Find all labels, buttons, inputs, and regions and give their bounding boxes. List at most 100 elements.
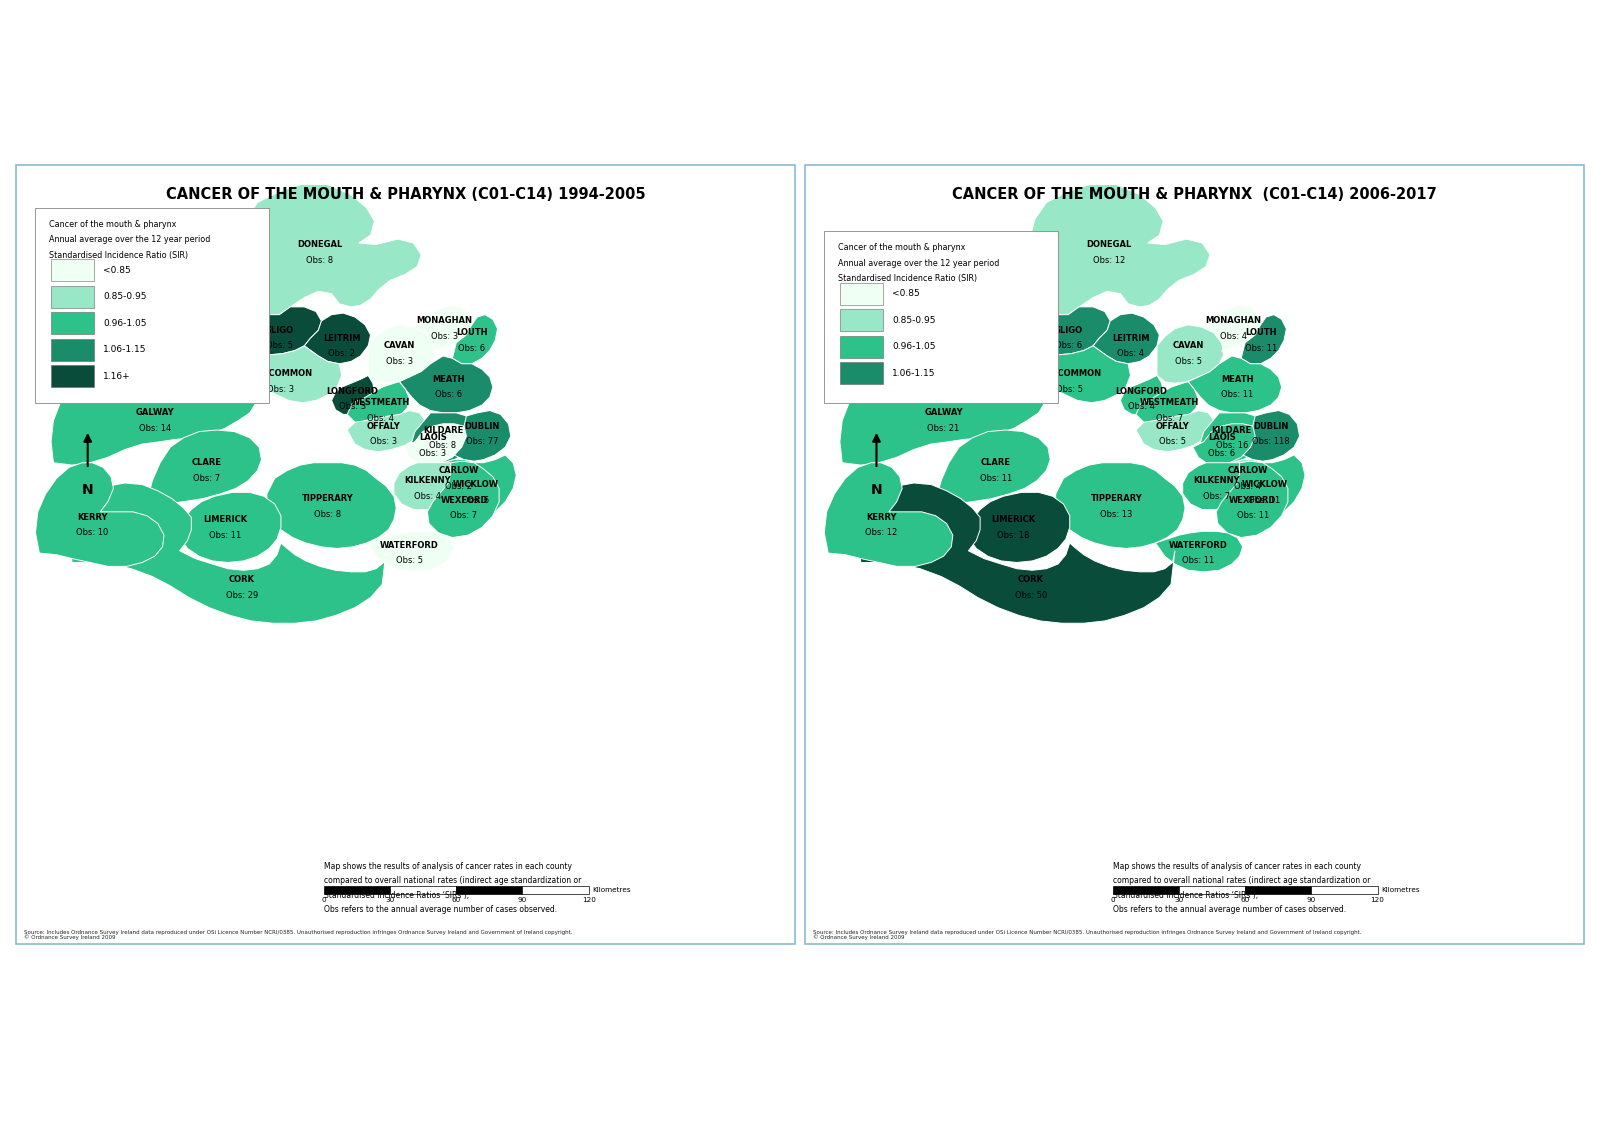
Bar [51,366,94,387]
Polygon shape [1189,355,1282,413]
Text: Obs: 12: Obs: 12 [920,354,952,363]
Text: 30: 30 [386,897,395,902]
Polygon shape [840,376,1046,465]
Polygon shape [227,185,421,315]
Text: LOUTH: LOUTH [456,328,488,337]
Polygon shape [179,492,282,563]
Text: 1.06-1.15: 1.06-1.15 [893,369,936,378]
Text: CAVAN: CAVAN [1173,342,1203,351]
Polygon shape [1120,376,1163,414]
Text: Obs: 5: Obs: 5 [395,557,422,565]
Text: Kilometres: Kilometres [1381,886,1421,893]
Text: MEATH: MEATH [1221,375,1253,384]
Text: Obs: 13: Obs: 13 [1101,509,1133,518]
Text: Obs: 11: Obs: 11 [979,474,1011,483]
Polygon shape [1056,463,1186,548]
Text: SLIGO: SLIGO [266,326,293,335]
Text: Annual average over the 12 year period: Annual average over the 12 year period [837,258,998,267]
Text: Obs: 4: Obs: 4 [1219,332,1246,341]
Polygon shape [1194,423,1254,465]
Text: WEXFORD: WEXFORD [1229,496,1277,505]
Text: LIMERICK: LIMERICK [203,515,246,524]
Text: N: N [870,483,882,497]
Text: CARLOW: CARLOW [1227,466,1267,475]
Text: DUBLIN: DUBLIN [464,421,499,430]
Text: CORK: CORK [229,575,254,584]
Text: TIPPERARY: TIPPERARY [1091,494,1142,503]
Bar [390,886,456,893]
Text: Obs: 4: Obs: 4 [1234,481,1261,490]
Text: 0.85-0.95: 0.85-0.95 [893,316,936,325]
Polygon shape [1200,413,1266,463]
Text: Obs: 16: Obs: 16 [1216,441,1248,451]
Text: LAOIS: LAOIS [1208,434,1235,443]
Text: Obs: 3: Obs: 3 [419,449,446,457]
Bar [523,886,589,893]
Text: Obs: 8: Obs: 8 [306,256,333,265]
Polygon shape [1243,411,1299,461]
Text: GALWAY: GALWAY [925,409,963,418]
FancyBboxPatch shape [824,231,1058,403]
Polygon shape [405,423,466,465]
Polygon shape [453,315,498,363]
Text: Obs: 11: Obs: 11 [1221,391,1253,400]
Text: Obs: 6: Obs: 6 [1054,342,1082,351]
Text: 120: 120 [582,897,595,902]
Text: 1.06-1.15: 1.06-1.15 [104,345,147,354]
Text: Obs refers to the annual average number of cases observed.: Obs refers to the annual average number … [1112,904,1346,914]
Text: KILDARE: KILDARE [1211,426,1251,435]
Polygon shape [368,325,435,384]
Bar [51,338,94,361]
Polygon shape [69,483,386,624]
Text: ROSCOMMON: ROSCOMMON [1038,369,1101,378]
Text: Obs: 29: Obs: 29 [226,591,258,600]
Text: WATERFORD: WATERFORD [1170,541,1227,550]
Text: © Ordnance Survey Ireland 2009: © Ordnance Survey Ireland 2009 [813,935,904,941]
Text: Obs: 3: Obs: 3 [430,332,458,341]
Text: Obs: 4: Obs: 4 [1117,349,1144,358]
Text: MEATH: MEATH [432,375,464,384]
Text: Obs: 14: Obs: 14 [139,424,171,432]
Text: Cancer of the mouth & pharynx: Cancer of the mouth & pharynx [837,243,965,252]
Text: DUBLIN: DUBLIN [1253,421,1288,430]
Text: Obs: 11: Obs: 11 [1248,496,1280,505]
Text: WESTMEATH: WESTMEATH [1139,398,1198,408]
Polygon shape [347,381,410,426]
Polygon shape [824,463,954,566]
Text: Obs: 50: Obs: 50 [1014,591,1046,600]
Polygon shape [936,430,1050,504]
Text: Obs: 12: Obs: 12 [1093,256,1125,265]
Text: Obs: 3: Obs: 3 [386,357,413,366]
Polygon shape [1157,325,1224,384]
Text: WICKLOW: WICKLOW [1242,480,1288,489]
Text: 0.85-0.95: 0.85-0.95 [104,292,147,301]
Bar [323,886,390,893]
Text: Map shows the results of analysis of cancer rates in each county: Map shows the results of analysis of can… [1112,863,1360,872]
Polygon shape [1136,411,1214,452]
Text: Obs: 4: Obs: 4 [1128,402,1155,411]
Polygon shape [440,455,517,525]
Text: WEXFORD: WEXFORD [440,496,488,505]
Text: LOUTH: LOUTH [1245,328,1277,337]
Bar [51,286,94,308]
Text: 0.96-1.05: 0.96-1.05 [893,342,936,351]
Text: Source: Includes Ordnance Survey Ireland data reproduced under OSi Licence Numbe: Source: Includes Ordnance Survey Ireland… [813,929,1362,935]
Text: 60: 60 [1240,897,1250,902]
Text: MAYO: MAYO [922,338,949,348]
Text: Obs: 5: Obs: 5 [1158,437,1186,446]
Text: OFFALY: OFFALY [1155,421,1189,430]
Bar [1179,886,1245,893]
Polygon shape [1229,455,1306,525]
Text: Obs: 6: Obs: 6 [435,391,462,400]
Text: KILDARE: KILDARE [422,426,462,435]
Polygon shape [440,460,480,496]
Text: Obs: 11: Obs: 11 [1182,557,1214,565]
Text: LIMERICK: LIMERICK [992,515,1035,524]
Polygon shape [413,306,472,353]
Text: Obs: 9: Obs: 9 [133,354,160,363]
Text: Source: Includes Ordnance Survey Ireland data reproduced under OSi Licence Numbe: Source: Includes Ordnance Survey Ireland… [24,929,573,935]
Text: compared to overall national rates (indirect age standardization or: compared to overall national rates (indi… [1112,876,1370,885]
Text: Obs: 2: Obs: 2 [445,481,472,490]
Polygon shape [61,286,246,387]
Text: LONGFORD: LONGFORD [1115,386,1168,395]
